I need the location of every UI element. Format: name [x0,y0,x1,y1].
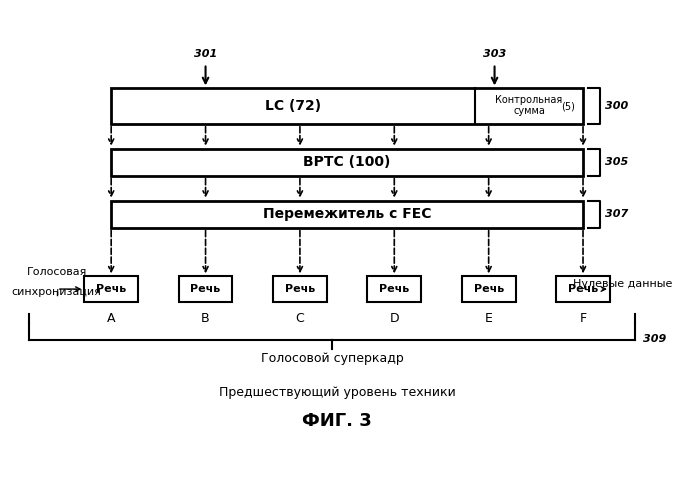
Text: LC (72): LC (72) [265,99,321,113]
FancyBboxPatch shape [111,200,583,228]
Text: Контрольная: Контрольная [495,95,563,105]
Text: Речь: Речь [379,284,409,294]
Text: Речь: Речь [96,284,126,294]
Text: синхронизация: синхронизация [12,286,102,296]
FancyBboxPatch shape [367,276,421,302]
Text: Речь: Речь [285,284,315,294]
FancyBboxPatch shape [111,88,583,124]
FancyBboxPatch shape [556,276,610,302]
Text: 300: 300 [605,101,628,111]
Text: сумма: сумма [513,106,545,116]
Text: B: B [201,312,210,325]
Text: F: F [579,312,587,325]
Text: Речь: Речь [191,284,221,294]
Text: Предшествующий уровень техники: Предшествующий уровень техники [219,386,456,399]
Text: ВРТС (100): ВРТС (100) [303,155,391,169]
Text: (5): (5) [561,101,575,111]
Text: Голосовой суперкадр: Голосовой суперкадр [261,352,404,366]
Text: 301: 301 [194,48,217,58]
Text: E: E [485,312,492,325]
Text: Речь: Речь [568,284,598,294]
Text: 303: 303 [483,48,506,58]
Text: 307: 307 [605,209,628,219]
Text: Перемежитель с FEC: Перемежитель с FEC [263,207,432,221]
Text: Речь: Речь [473,284,504,294]
Text: 305: 305 [605,157,628,167]
Text: Голосовая: Голосовая [27,266,87,276]
Text: C: C [296,312,305,325]
Text: D: D [389,312,399,325]
FancyBboxPatch shape [462,276,516,302]
FancyBboxPatch shape [111,148,583,176]
Text: A: A [107,312,115,325]
Text: 309: 309 [643,334,667,344]
FancyBboxPatch shape [273,276,326,302]
FancyBboxPatch shape [179,276,232,302]
FancyBboxPatch shape [84,276,138,302]
Text: ФИГ. 3: ФИГ. 3 [303,412,372,430]
Text: Нулевые данные: Нулевые данные [572,279,672,289]
